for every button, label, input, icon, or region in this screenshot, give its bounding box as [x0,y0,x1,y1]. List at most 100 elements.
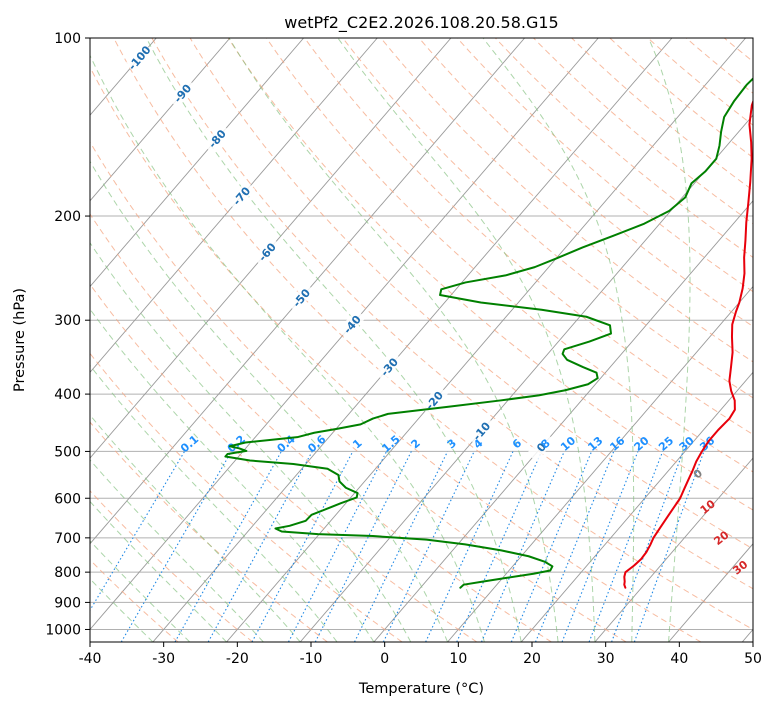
y-tick-label: 500 [54,444,81,460]
isotherm-label-group: -90 [168,78,197,108]
dry-adiabat [571,38,753,191]
moist-adiabat [90,54,485,642]
dry-adiabat-label: 10 [698,497,718,517]
y-tick-label: 600 [54,491,81,507]
moist-adiabat [90,241,412,642]
isotherm-line [152,38,673,642]
moist-adiabat [90,364,338,642]
mixing-ratio-line [588,451,664,642]
dewpoint-profile-line [224,77,753,589]
mixing-ratio-label: 3 [445,437,459,452]
dry-adiabat [380,38,753,363]
isotherm-line [741,628,753,642]
mixing-ratio-label-group: 10 [558,434,578,454]
x-tick-label: 0 [380,651,389,667]
x-tick-label: 10 [449,651,467,667]
isotherm-label-group: 0 [526,432,555,462]
dry-adiabat [113,38,753,631]
mixing-ratio-label: 1 [350,437,364,452]
moist-adiabat [90,160,449,642]
x-tick-label: 40 [670,651,688,667]
isotherm-label-group: -100 [124,42,154,73]
isotherm-label-bg [286,282,315,313]
isotherm-line [373,200,753,642]
dry-adiabat-label: 20 [711,528,731,548]
x-tick-label: 20 [523,651,541,667]
moist-adiabat [90,308,375,642]
moist-adiabat [90,414,301,642]
mixing-ratio-line [174,451,282,642]
moist-adiabat [648,38,691,642]
temperature-profile-line [623,99,753,589]
isotherm-label-group: -40 [337,309,366,339]
x-tick-label: -20 [226,651,249,667]
mixing-ratio-label: 30 [677,434,697,454]
moist-adiabat [482,38,635,642]
y-tick-label: 900 [54,595,81,611]
mixing-ratio-line [561,451,639,642]
y-axis-label: Pressure (hPa) [12,288,28,392]
dry-adiabat [90,490,254,642]
mixing-ratio-label: 2 [409,437,423,452]
plot-frame [89,37,754,643]
mixing-ratio-label: 10 [558,434,578,454]
isotherm-line [226,38,746,642]
y-tick-label: 100 [54,31,81,47]
y-tick-label: 1000 [45,622,81,638]
isotherm-label-bg [419,385,448,415]
isotherm-label-bg [252,236,281,267]
isotherm-line [594,457,753,642]
isotherm-line [520,371,753,642]
dry-adiabat [418,38,753,328]
isotherm-label-bg [227,180,256,211]
isotherm-line [447,285,753,642]
isotherm-label-group: -30 [374,351,403,382]
dry-adiabat [266,38,753,473]
dry-adiabat [151,38,753,590]
dry-adiabat [189,38,753,550]
mixing-ratio-line [120,451,232,642]
mixing-ratio-label-group: 6 [510,436,525,451]
mixing-ratio-line [287,451,388,642]
mixing-ratio-label-group: 30 [677,434,697,454]
mixing-ratio-line [90,451,186,612]
mixing-ratio-label-group: 3 [445,437,459,452]
mixing-ratio-label: 20 [631,434,651,454]
dry-adiabat-label-group: 30 [730,558,750,578]
mixing-ratio-line [480,451,565,642]
dry-adiabat [90,421,328,642]
axes: -40 -30 -20 -10 0 10 20 30 40 5010009008007006005… [45,31,762,667]
moist-adiabat [90,459,264,642]
dry-adiabat [90,283,478,642]
chart-title: wetPf2_C2E2.2026.108.20.58.G15 [284,13,558,33]
mixing-ratio-line [456,451,543,642]
moist-adiabat [145,38,522,642]
moist-adiabat [337,38,596,642]
dry-adiabat [90,352,403,642]
dry-adiabat [533,38,753,225]
isotherm-line [90,38,599,631]
x-tick-label: -30 [152,651,175,667]
x-axis-label: Temperature (°C) [358,681,484,697]
isotherm-label-bg [337,309,366,339]
y-tick-label: 300 [54,313,81,329]
isotherm-line [90,38,231,202]
dry-adiabat [762,38,775,642]
isotherm-label-bg [124,42,153,73]
dry-adiabat-label-group: 10 [698,497,718,517]
isotherm-label-bg [374,351,403,382]
isotherm-line [299,114,753,642]
mixing-ratio-label-group: 2 [409,437,423,452]
dry-adiabat [609,38,753,159]
mixing-ratio-line [354,451,449,642]
dry-adiabat [304,38,753,436]
x-tick-label: 30 [597,651,615,667]
isotherm-label-group: -20 [419,385,448,415]
y-tick-label: 800 [54,565,81,581]
isotherm-label-group: -60 [252,236,281,267]
dry-adiabat-label-group: 20 [711,528,731,548]
plot-area: -100-90-80-70-60-50-40-30-20-1000.1 0.2 0.… [90,38,775,642]
isotherm-label-bg [168,78,197,108]
